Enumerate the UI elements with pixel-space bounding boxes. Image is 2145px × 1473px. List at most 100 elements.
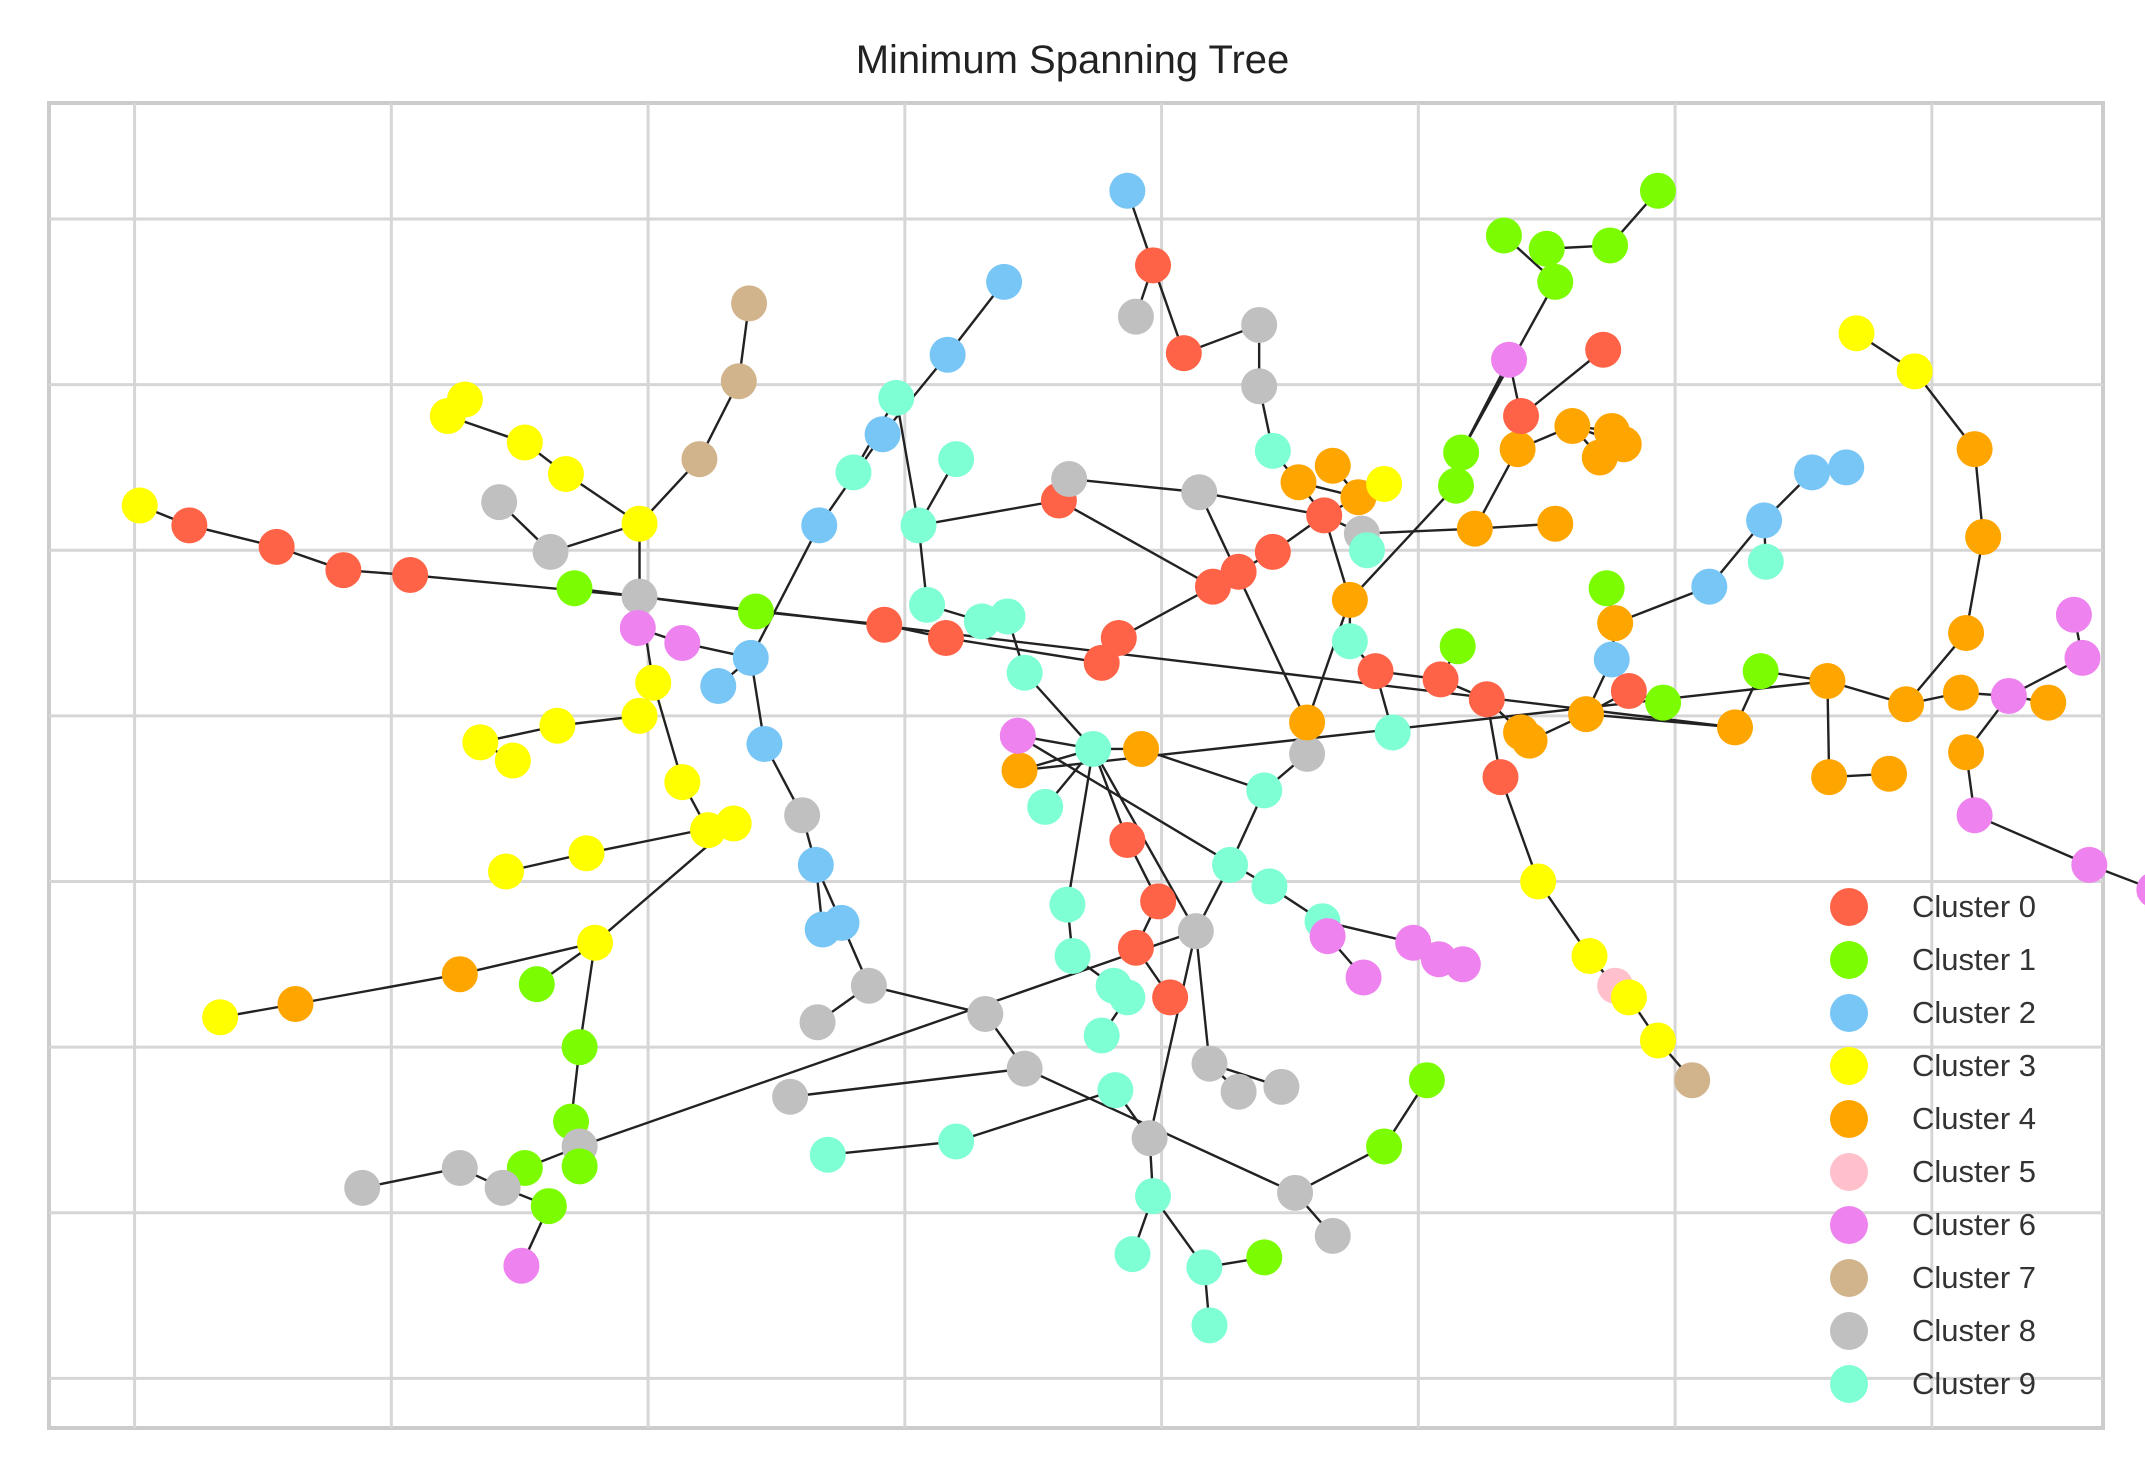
node-i8: [1345, 959, 1382, 996]
legend-label: Cluster 7: [1912, 1259, 2037, 1295]
node-e1: [577, 924, 614, 961]
node-n7: [1468, 681, 1505, 718]
legend-label: Cluster 2: [1912, 994, 2037, 1030]
legend-label: Cluster 0: [1912, 888, 2037, 924]
legend-marker: [1830, 1311, 1868, 1350]
node-j2: [1220, 1073, 1257, 1110]
node-n5: [1289, 704, 1326, 741]
node-a9: [866, 606, 903, 643]
legend-label: Cluster 8: [1912, 1312, 2037, 1348]
node-n23: [1747, 543, 1784, 580]
node-j1: [1191, 1045, 1228, 1082]
node-a1: [121, 487, 158, 524]
node-f7: [804, 911, 841, 948]
legend-item: Cluster 1: [1830, 933, 2090, 986]
legend-label: Cluster 5: [1912, 1153, 2037, 1189]
edge-h10-h19: [1066, 748, 1095, 905]
node-n19: [1691, 568, 1728, 605]
node-h4: [938, 441, 975, 478]
node-p5: [1871, 755, 1908, 792]
node-j16: [772, 1078, 809, 1115]
node-m2: [1437, 467, 1474, 504]
node-o1: [1571, 937, 1608, 974]
node-p13: [1956, 797, 1993, 834]
node-l8: [1503, 398, 1540, 435]
node-j18: [938, 1123, 975, 1160]
node-n6: [1422, 661, 1459, 698]
legend-marker: [1830, 1046, 1868, 1085]
node-a3: [258, 528, 295, 565]
node-p14: [2071, 846, 2108, 883]
node-p15: [2136, 874, 2145, 906]
legend-label: Cluster 9: [1912, 1365, 2037, 1401]
legend-marker: [1830, 887, 1868, 926]
node-k2: [1135, 247, 1172, 284]
node-l7: [1581, 439, 1618, 476]
node-h1: [878, 379, 915, 416]
edge-k9-k10: [1199, 491, 1325, 517]
node-m6: [1592, 227, 1629, 264]
node-a2: [171, 507, 208, 544]
node-e15: [344, 1169, 381, 1206]
node-j4: [1131, 1120, 1168, 1157]
edge-k19-h5: [1058, 499, 1214, 588]
node-m7: [1639, 172, 1676, 209]
node-h16: [1140, 883, 1177, 920]
node-i2: [1212, 846, 1249, 883]
node-n2: [1331, 623, 1368, 660]
legend-marker: [1830, 1205, 1868, 1244]
node-i3: [1246, 772, 1283, 809]
node-p19: [1896, 353, 1933, 390]
legend-item: Cluster 5: [1830, 1145, 2090, 1198]
node-k1: [1109, 172, 1146, 209]
node-j5: [1135, 1178, 1172, 1215]
edge-m2-n1: [1348, 484, 1457, 601]
node-n12: [1520, 863, 1557, 900]
edge-j18-j17: [827, 1140, 957, 1156]
node-n18: [1645, 684, 1682, 721]
node-l1: [1456, 510, 1493, 547]
node-l10: [1491, 341, 1528, 378]
grid-lines: [49, 103, 2103, 1428]
edge-n13-p1: [1585, 712, 1736, 729]
legend-label: Cluster 4: [1912, 1100, 2037, 1136]
tree-nodes: [121, 172, 2145, 1344]
node-e4: [202, 999, 239, 1036]
node-d11: [568, 835, 605, 872]
legend-item: Cluster 8: [1830, 1304, 2090, 1357]
node-b7: [481, 484, 518, 521]
node-a6: [621, 578, 658, 615]
legend-marker: [1830, 1099, 1868, 1138]
node-k7: [1254, 432, 1291, 469]
node-d8: [664, 764, 701, 801]
legend-marker: [1830, 1152, 1868, 1191]
node-n10: [1511, 722, 1548, 759]
legend-marker: [1830, 1258, 1868, 1297]
node-b5: [446, 381, 483, 418]
node-c3: [731, 285, 768, 322]
node-e5: [518, 966, 555, 1003]
node-f8: [850, 967, 887, 1004]
edge-h3-h5: [918, 499, 1060, 527]
node-d12: [488, 853, 525, 890]
node-j11: [1314, 1217, 1351, 1254]
node-i9: [1395, 924, 1432, 961]
legend-item: Cluster 2: [1830, 986, 2090, 1039]
node-k19: [1194, 568, 1231, 605]
edge-f8-j15: [868, 984, 986, 1016]
node-p11: [2055, 596, 2092, 633]
node-e2: [441, 956, 478, 993]
legend-item: Cluster 7: [1830, 1251, 2090, 1304]
edge-h1-h3: [895, 397, 920, 526]
node-e14: [441, 1149, 478, 1186]
node-k8: [1051, 460, 1088, 497]
node-d6: [462, 724, 499, 761]
node-j19: [1097, 1072, 1134, 1109]
node-f5: [797, 846, 834, 883]
node-j7: [1186, 1249, 1223, 1286]
node-l3: [1499, 431, 1536, 468]
node-m1: [1443, 434, 1480, 471]
node-h17: [1117, 929, 1154, 966]
node-e9: [561, 1148, 598, 1185]
